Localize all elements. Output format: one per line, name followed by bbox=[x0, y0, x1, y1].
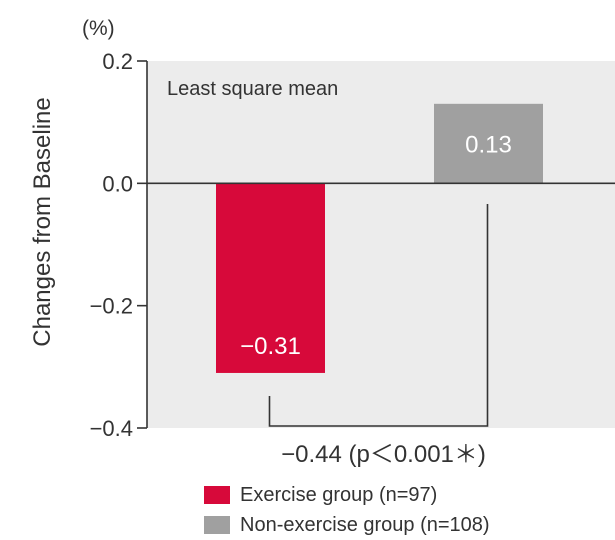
y-tick-label: 0.0 bbox=[102, 171, 133, 196]
difference-label: −0.44 (p＜0.001＊) bbox=[281, 441, 486, 468]
legend: Exercise group (n=97) Non-exercise group… bbox=[204, 480, 490, 540]
legend-item-non-exercise: Non-exercise group (n=108) bbox=[204, 510, 490, 540]
legend-swatch-exercise bbox=[204, 486, 230, 504]
y-axis-title: Changes from Baseline bbox=[29, 97, 56, 346]
y-unit-label: (%) bbox=[82, 17, 115, 40]
y-tick-label: −0.2 bbox=[90, 294, 133, 319]
legend-label-exercise: Exercise group (n=97) bbox=[240, 483, 438, 506]
legend-swatch-non-exercise bbox=[204, 516, 230, 534]
bar-exercise bbox=[216, 183, 325, 373]
value-label-exercise: −0.31 bbox=[240, 333, 301, 360]
legend-item-exercise: Exercise group (n=97) bbox=[204, 480, 490, 510]
legend-label-non-exercise: Non-exercise group (n=108) bbox=[240, 513, 490, 536]
y-tick-label: −0.4 bbox=[90, 416, 133, 441]
value-label-non-exercise: 0.13 bbox=[465, 132, 512, 159]
y-tick-label: 0.2 bbox=[102, 49, 133, 74]
difference-bracket bbox=[268, 204, 489, 427]
least-square-mean-note: Least square mean bbox=[167, 78, 338, 100]
bar-non-exercise bbox=[434, 103, 543, 184]
